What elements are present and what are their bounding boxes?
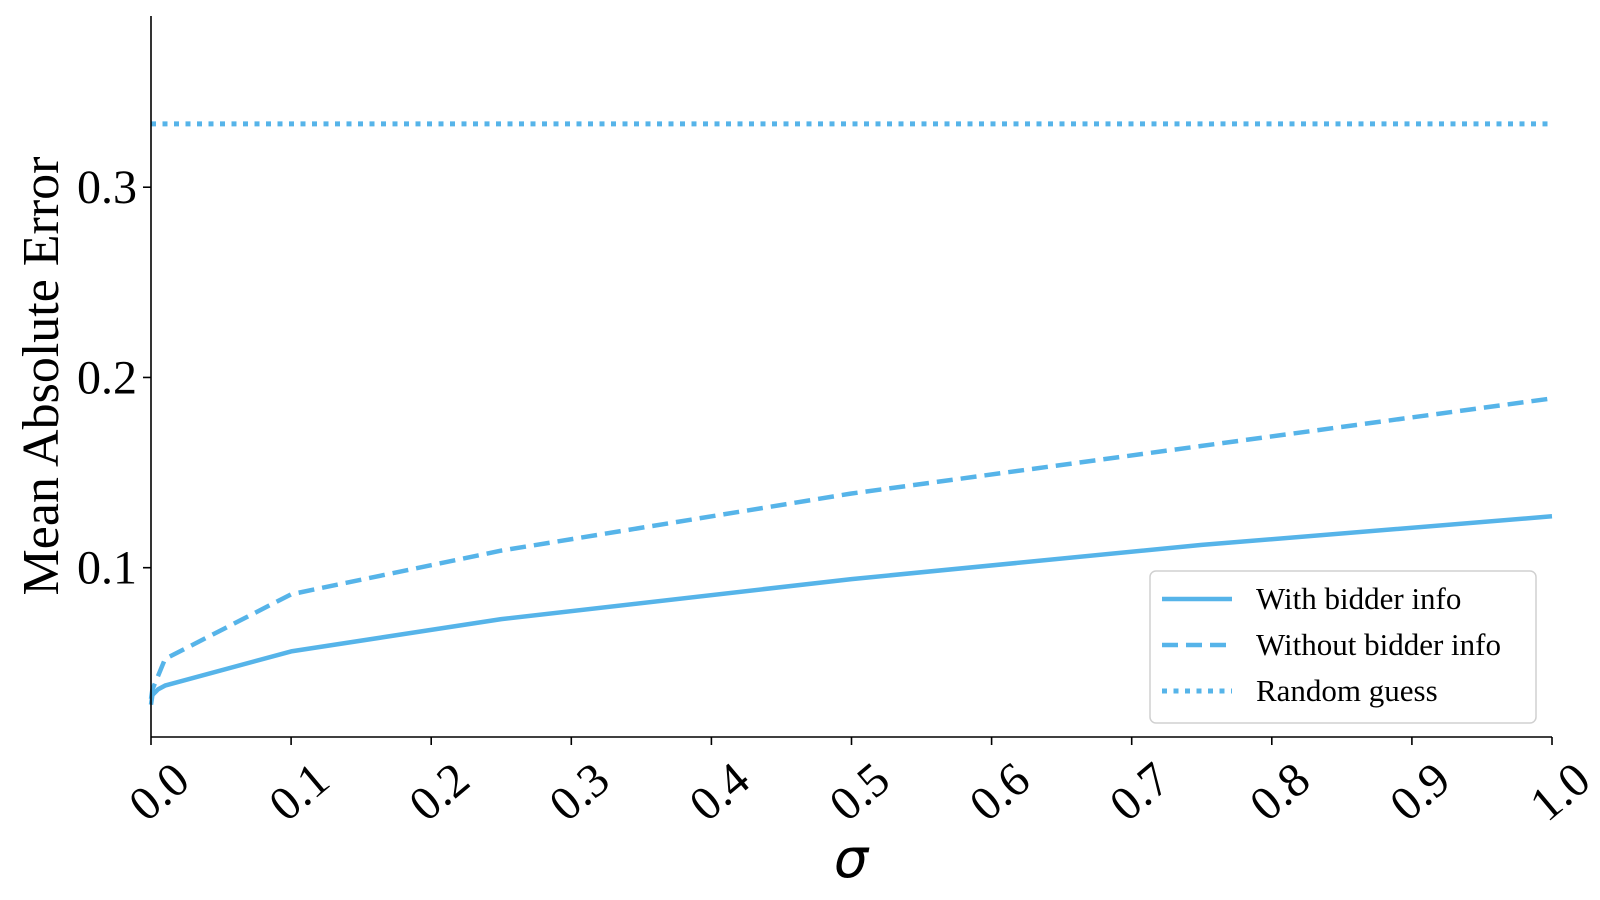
legend-box — [1149, 570, 1537, 724]
legend: With bidder info Without bidder info Rando… — [1149, 570, 1537, 724]
y-axis-label: Mean Absolute Error — [13, 156, 70, 595]
plot-lines — [148, 121, 1553, 706]
x-tick-label: 0.1 — [259, 752, 339, 831]
x-ticks: 0.0 0.1 0.2 0.3 0.4 0.5 0.6 0.7 0.8 0.9 1.0 — [119, 737, 1600, 832]
y-tick-label: 0.2 — [77, 351, 137, 404]
x-tick-label: 0.0 — [119, 752, 199, 831]
x-tick-label: 0.6 — [960, 752, 1040, 831]
y-ticks: 0.1 0.2 0.3 — [77, 161, 151, 595]
y-tick-label: 0.1 — [77, 542, 137, 595]
x-tick-label: 0.7 — [1100, 752, 1180, 831]
x-tick-label: 0.3 — [539, 752, 619, 831]
legend-label-2: Without bidder info — [1256, 627, 1501, 662]
x-tick-label: 0.5 — [820, 752, 900, 831]
x-tick-label: 1.0 — [1520, 752, 1600, 831]
x-axis-label: σ — [834, 827, 870, 890]
x-tick-label: 0.9 — [1380, 752, 1460, 831]
x-tick-label: 0.4 — [680, 752, 760, 831]
legend-label-1: With bidder info — [1256, 581, 1461, 616]
x-tick-label: 0.8 — [1240, 752, 1320, 831]
y-tick-label: 0.3 — [77, 161, 137, 214]
legend-label-3: Random guess — [1256, 673, 1438, 708]
x-tick-label: 0.2 — [399, 752, 479, 831]
series-line-1 — [148, 514, 1553, 706]
series-line-2 — [148, 396, 1553, 700]
